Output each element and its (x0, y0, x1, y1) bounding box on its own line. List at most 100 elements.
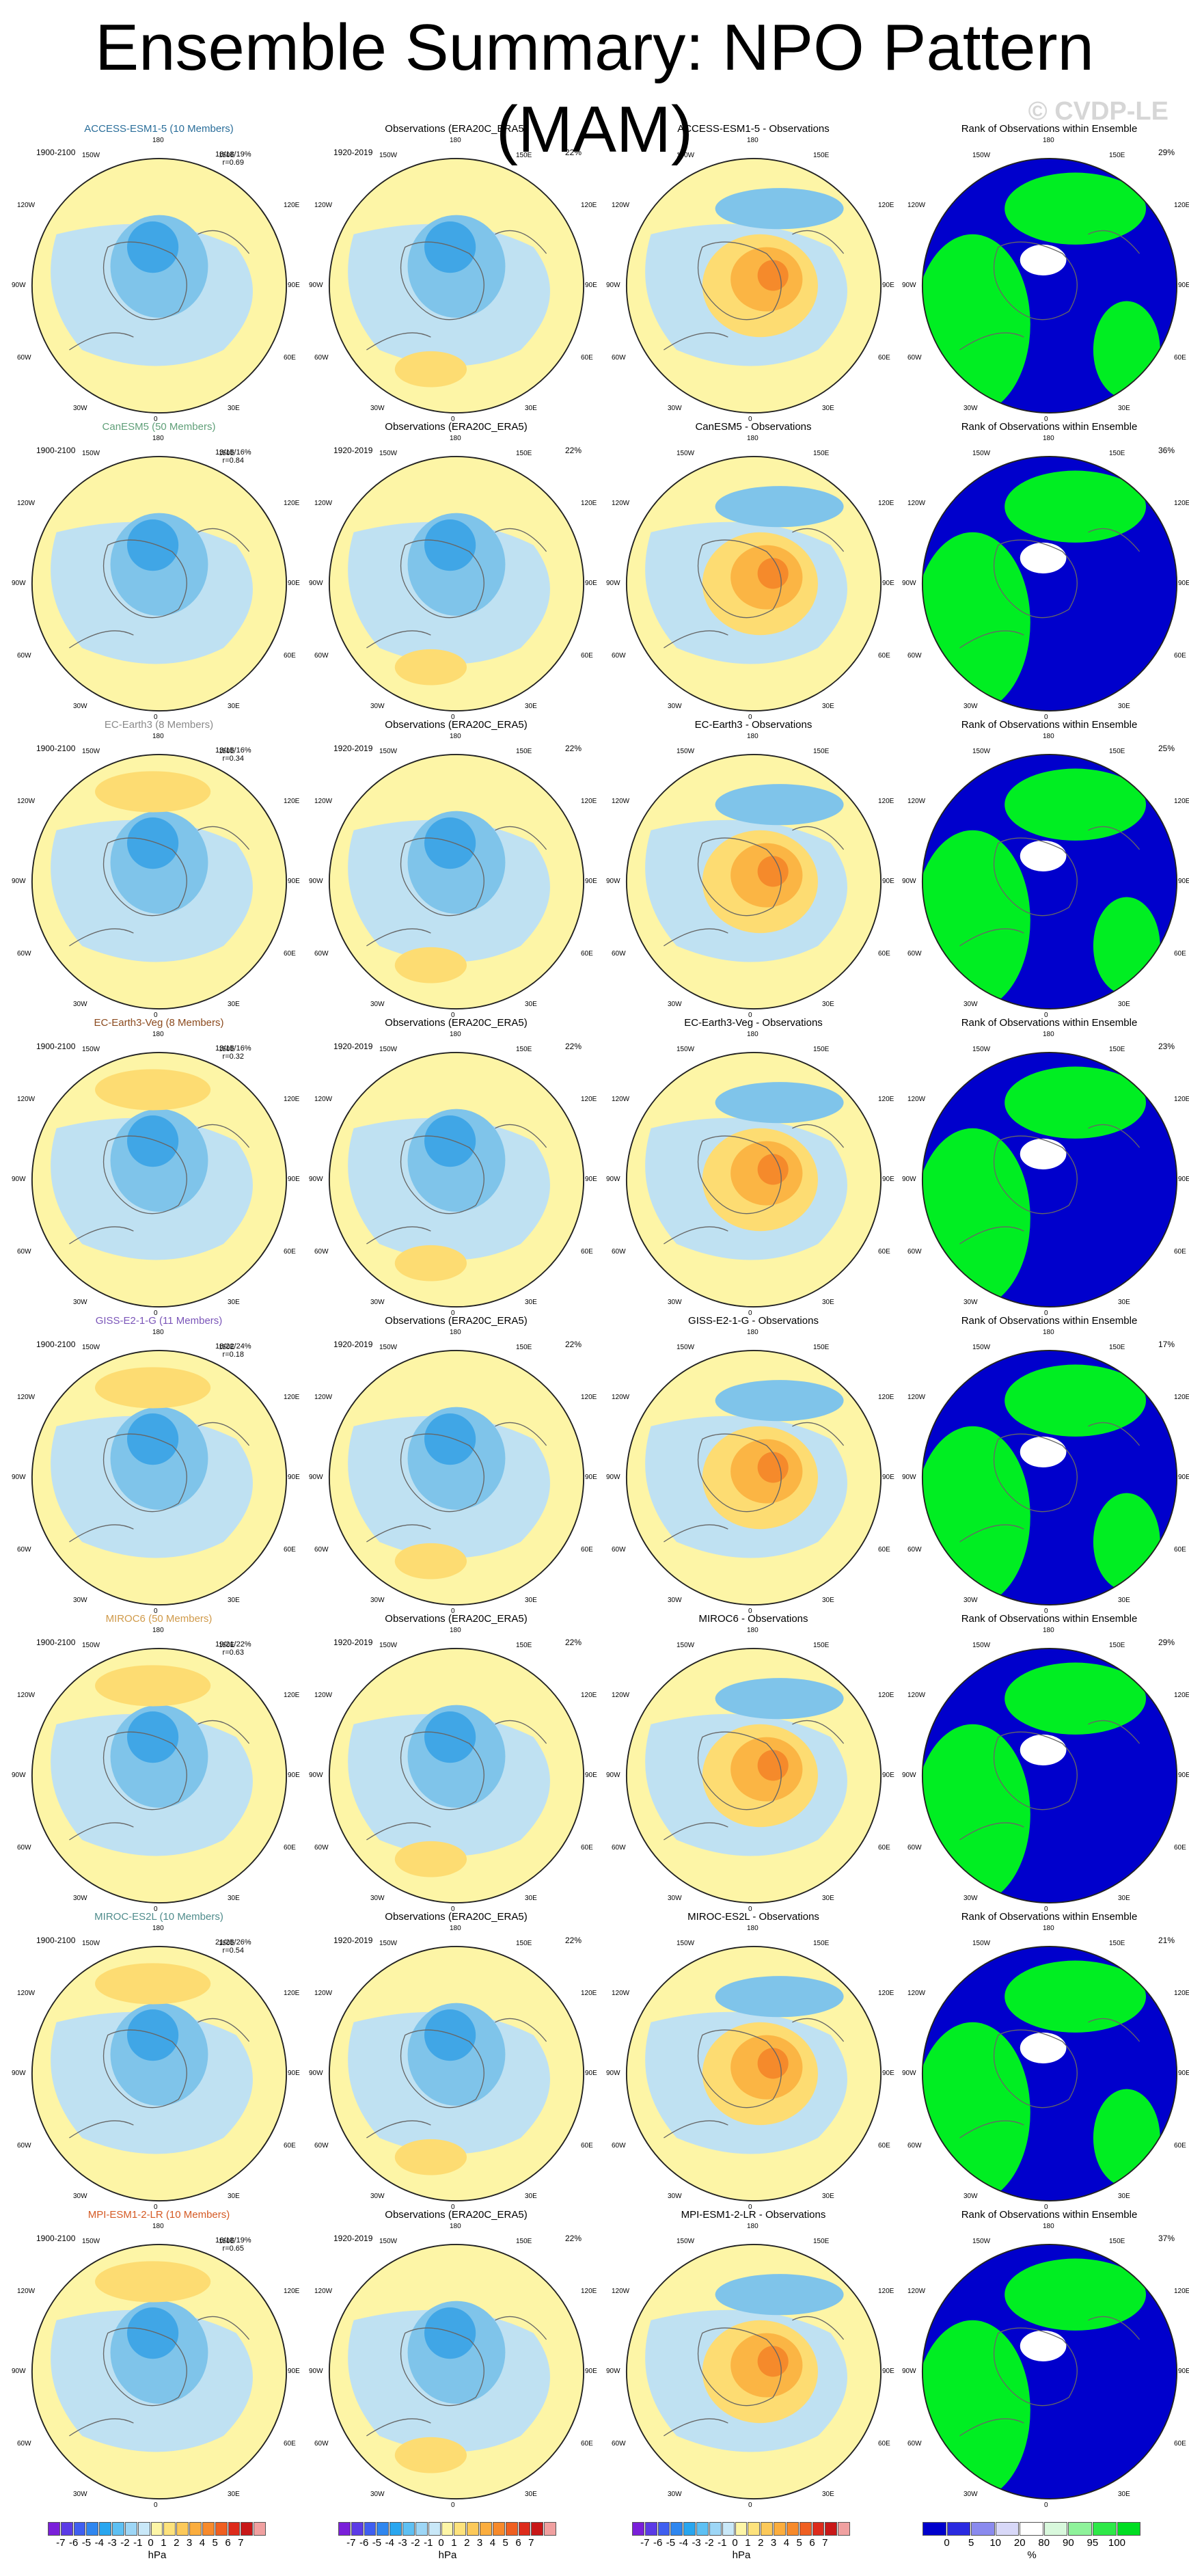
longitude-label: 30E (525, 1895, 537, 1902)
percent-rank: 36% (1158, 446, 1175, 455)
colorbar-box (364, 2522, 377, 2536)
longitude-label: 30W (668, 1299, 682, 1306)
longitude-label: 30W (370, 1597, 385, 1604)
longitude-label: 180 (1043, 1031, 1054, 1038)
diff-panel: CanESM5 - Observations 180 0 150W 150E 120W 12… (605, 421, 902, 721)
longitude-label: 120E (581, 1096, 597, 1103)
panel-title: Observations (ERA20C_ERA5) (385, 421, 528, 433)
longitude-label: 150E (219, 1046, 235, 1053)
longitude-label: 120W (907, 500, 926, 507)
ensemble-stats: 19/21/22% r=0.63 (215, 1640, 251, 1657)
diff-map (625, 1349, 882, 1606)
longitude-label: 0 (748, 1906, 752, 1913)
panel-title: Observations (ERA20C_ERA5) (385, 1613, 528, 1625)
longitude-label: 30W (73, 405, 87, 412)
longitude-label: 90W (606, 1772, 620, 1779)
colorbar-tick: -1 (133, 2537, 143, 2549)
longitude-label: 150E (1109, 450, 1125, 457)
diff-map (625, 2243, 882, 2500)
longitude-label: 30E (228, 1895, 240, 1902)
rank-map (921, 2243, 1178, 2500)
period-label: 1920-2019 (333, 1042, 373, 1051)
model-map (31, 1051, 288, 1308)
colorbar-tick: 4 (783, 2537, 790, 2549)
stats-line: r=0.32 (222, 1053, 245, 1061)
colorbar-tick: 7 (528, 2537, 534, 2549)
longitude-label: 120W (907, 1990, 926, 1997)
period-label: 1900-2100 (36, 1042, 76, 1051)
longitude-label: 30W (964, 703, 978, 710)
obs-map (328, 157, 585, 414)
panel-title: GISS-E2-1-G (11 Members) (95, 1315, 223, 1327)
longitude-label: 120W (314, 798, 333, 805)
colorbar-box (946, 2522, 971, 2536)
longitude-label: 0 (748, 1608, 752, 1615)
stats-line: r=0.54 (222, 1947, 245, 1955)
percent-rank: 21% (1158, 1936, 1175, 1945)
longitude-label: 150W (82, 748, 100, 755)
obs-map (328, 1349, 585, 1606)
longitude-label: 150E (813, 2238, 830, 2245)
model-map (31, 455, 288, 712)
colorbar-box (761, 2522, 774, 2536)
colorbar-tick: 0 (438, 2537, 444, 2549)
colorbar-box (825, 2522, 838, 2536)
longitude-label: 90E (1178, 2368, 1189, 2375)
diff-panel: GISS-E2-1-G - Observations 180 0 150W 150E 12… (605, 1315, 902, 1615)
longitude-label: 30E (228, 1299, 240, 1306)
colorbar-box (722, 2522, 735, 2536)
longitude-label: 0 (154, 416, 158, 423)
panel-title: Rank of Observations within Ensemble (961, 2209, 1138, 2221)
longitude-label: 60E (878, 2142, 890, 2150)
percent-rank: 25% (1158, 744, 1175, 753)
longitude-label: 120E (581, 1990, 597, 1997)
diff-panel: MIROC6 - Observations 180 0 150W 150E 120W 120… (605, 1613, 902, 1913)
longitude-label: 150W (82, 1344, 100, 1351)
longitude-label: 30W (964, 1597, 978, 1604)
longitude-label: 90W (902, 1772, 916, 1779)
colorbar-tick: -5 (666, 2537, 676, 2549)
longitude-label: 180 (1043, 1925, 1054, 1932)
panel-title: MPI-ESM1-2-LR (10 Members) (87, 2209, 230, 2221)
longitude-label: 60W (314, 2440, 329, 2448)
longitude-label: 90W (606, 1176, 620, 1183)
percent-variance: 22% (564, 148, 582, 157)
longitude-label: 30E (822, 1597, 834, 1604)
colorbar-box (189, 2522, 202, 2536)
diff-panel: MIROC-ES2L - Observations 180 0 150W 150E 120… (605, 1911, 902, 2211)
longitude-label: 120W (17, 1692, 36, 1699)
longitude-label: 60E (284, 2440, 296, 2448)
longitude-label: 120W (907, 2288, 926, 2295)
longitude-label: 120W (612, 1394, 630, 1401)
colorbar-box (531, 2522, 544, 2536)
colorbar-box (735, 2522, 748, 2536)
stats-line: r=0.63 (222, 1649, 245, 1657)
longitude-label: 60E (1174, 2440, 1186, 2448)
percent-variance: 22% (564, 1340, 582, 1349)
longitude-label: 90W (606, 1474, 620, 1481)
model-map (31, 1945, 288, 2202)
stats-line: 13/15/16% (215, 1044, 251, 1053)
longitude-label: 150E (516, 748, 532, 755)
rank-panel: Rank of Observations within Ensemble 29% 1… (901, 1613, 1189, 1913)
colorbar-tick: 6 (225, 2537, 231, 2549)
diff-panel: MPI-ESM1-2-LR - Observations 180 0 150W 150E… (605, 2209, 902, 2509)
obs-panel: Observations (ERA20C_ERA5) 1920-2019 22% 18… (308, 1911, 605, 2211)
longitude-label: 90W (606, 282, 620, 289)
longitude-label: 60E (1174, 1248, 1186, 1256)
longitude-label: 60W (314, 1546, 329, 1554)
longitude-label: 0 (1044, 2502, 1048, 2509)
obs-map (328, 1051, 585, 1308)
colorbar-box (480, 2522, 492, 2536)
panel-title: EC-Earth3 - Observations (694, 719, 812, 731)
colorbar-ticks: -7 -6 -5 -4 -3 -2 -1 0 1 2 3 4 5 6 7 (48, 2536, 266, 2549)
colorbar-box (812, 2522, 825, 2536)
longitude-label: 60W (907, 950, 922, 958)
longitude-label: 180 (450, 733, 461, 740)
colorbar-tick: -7 (640, 2537, 650, 2549)
longitude-label: 120E (878, 798, 894, 805)
longitude-label: 150E (813, 152, 830, 159)
colorbar-tick: -5 (372, 2537, 382, 2549)
longitude-label: 150W (676, 1940, 695, 1947)
longitude-label: 30W (964, 405, 978, 412)
